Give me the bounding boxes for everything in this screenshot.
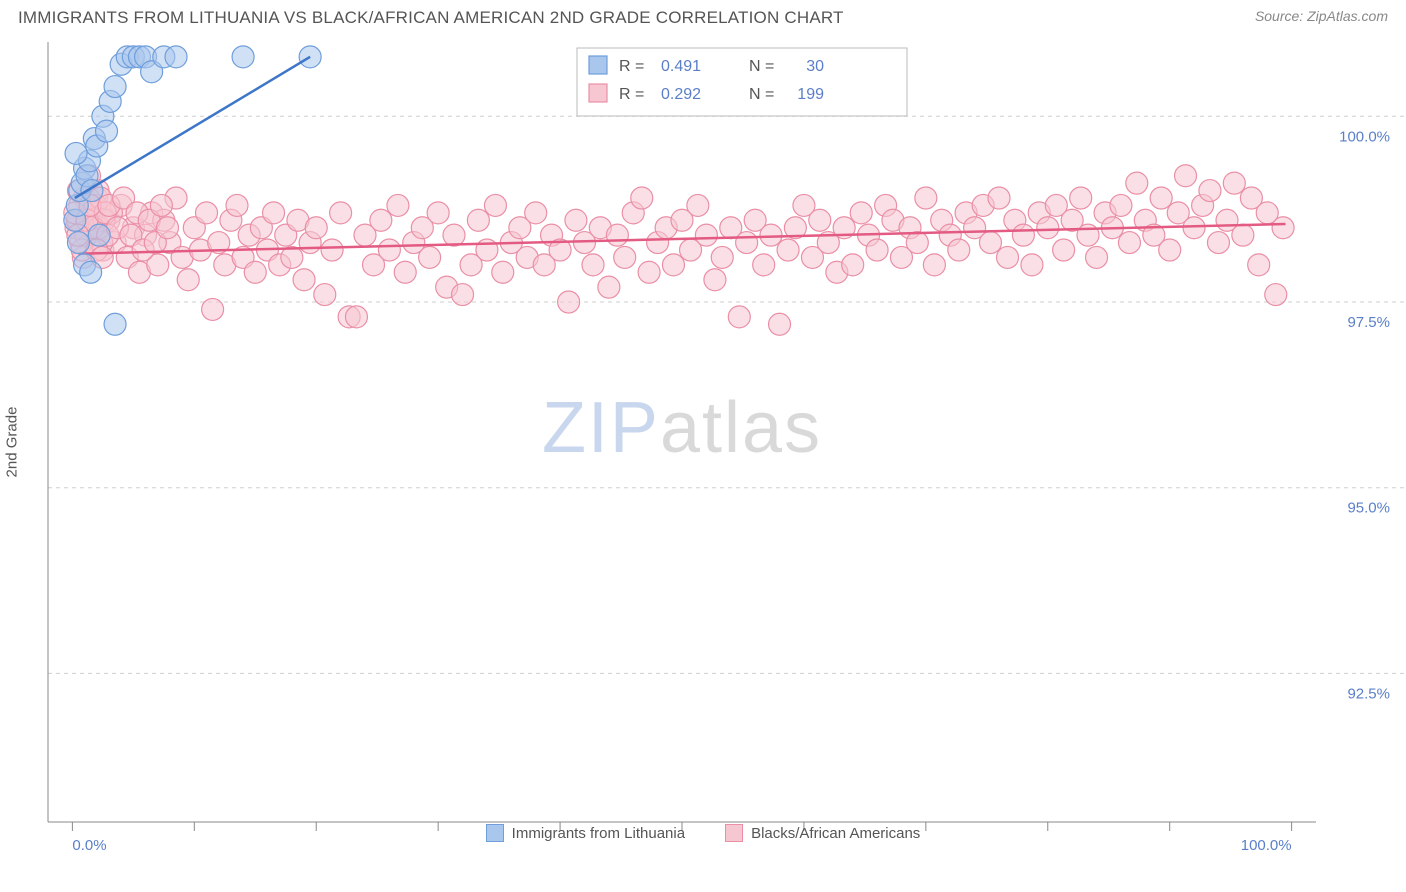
correlation-scatter-plot: 92.5%95.0%97.5%100.0%ZIPatlas0.0%100.0%R… [0,32,1406,852]
legend-swatch-icon [725,824,743,842]
svg-text:N =: N = [749,86,774,103]
series-lithuania [64,46,321,335]
source-credit: Source: ZipAtlas.com [1255,8,1388,24]
series-black [64,165,1294,336]
svg-text:ZIPatlas: ZIPatlas [542,388,822,468]
legend-swatch-icon [486,824,504,842]
chart-title: IMMIGRANTS FROM LITHUANIA VS BLACK/AFRIC… [18,8,844,28]
svg-text:100.0%: 100.0% [1339,128,1390,145]
svg-text:30: 30 [806,58,824,75]
y-axis-label: 2nd Grade [4,407,21,478]
legend-item-lithuania: Immigrants from Lithuania [486,824,685,842]
svg-text:95.0%: 95.0% [1347,500,1390,517]
svg-text:0.491: 0.491 [661,58,701,75]
svg-text:0.292: 0.292 [661,86,701,103]
legend-label: Blacks/African Americans [751,825,920,842]
svg-text:97.5%: 97.5% [1347,314,1390,331]
svg-text:R =: R = [619,58,644,75]
svg-text:92.5%: 92.5% [1347,685,1390,702]
legend-label: Immigrants from Lithuania [512,825,685,842]
svg-text:199: 199 [797,86,824,103]
legend-item-black: Blacks/African Americans [725,824,920,842]
series-legend: Immigrants from Lithuania Blacks/African … [0,818,1406,852]
svg-text:N =: N = [749,58,774,75]
svg-text:R =: R = [619,86,644,103]
